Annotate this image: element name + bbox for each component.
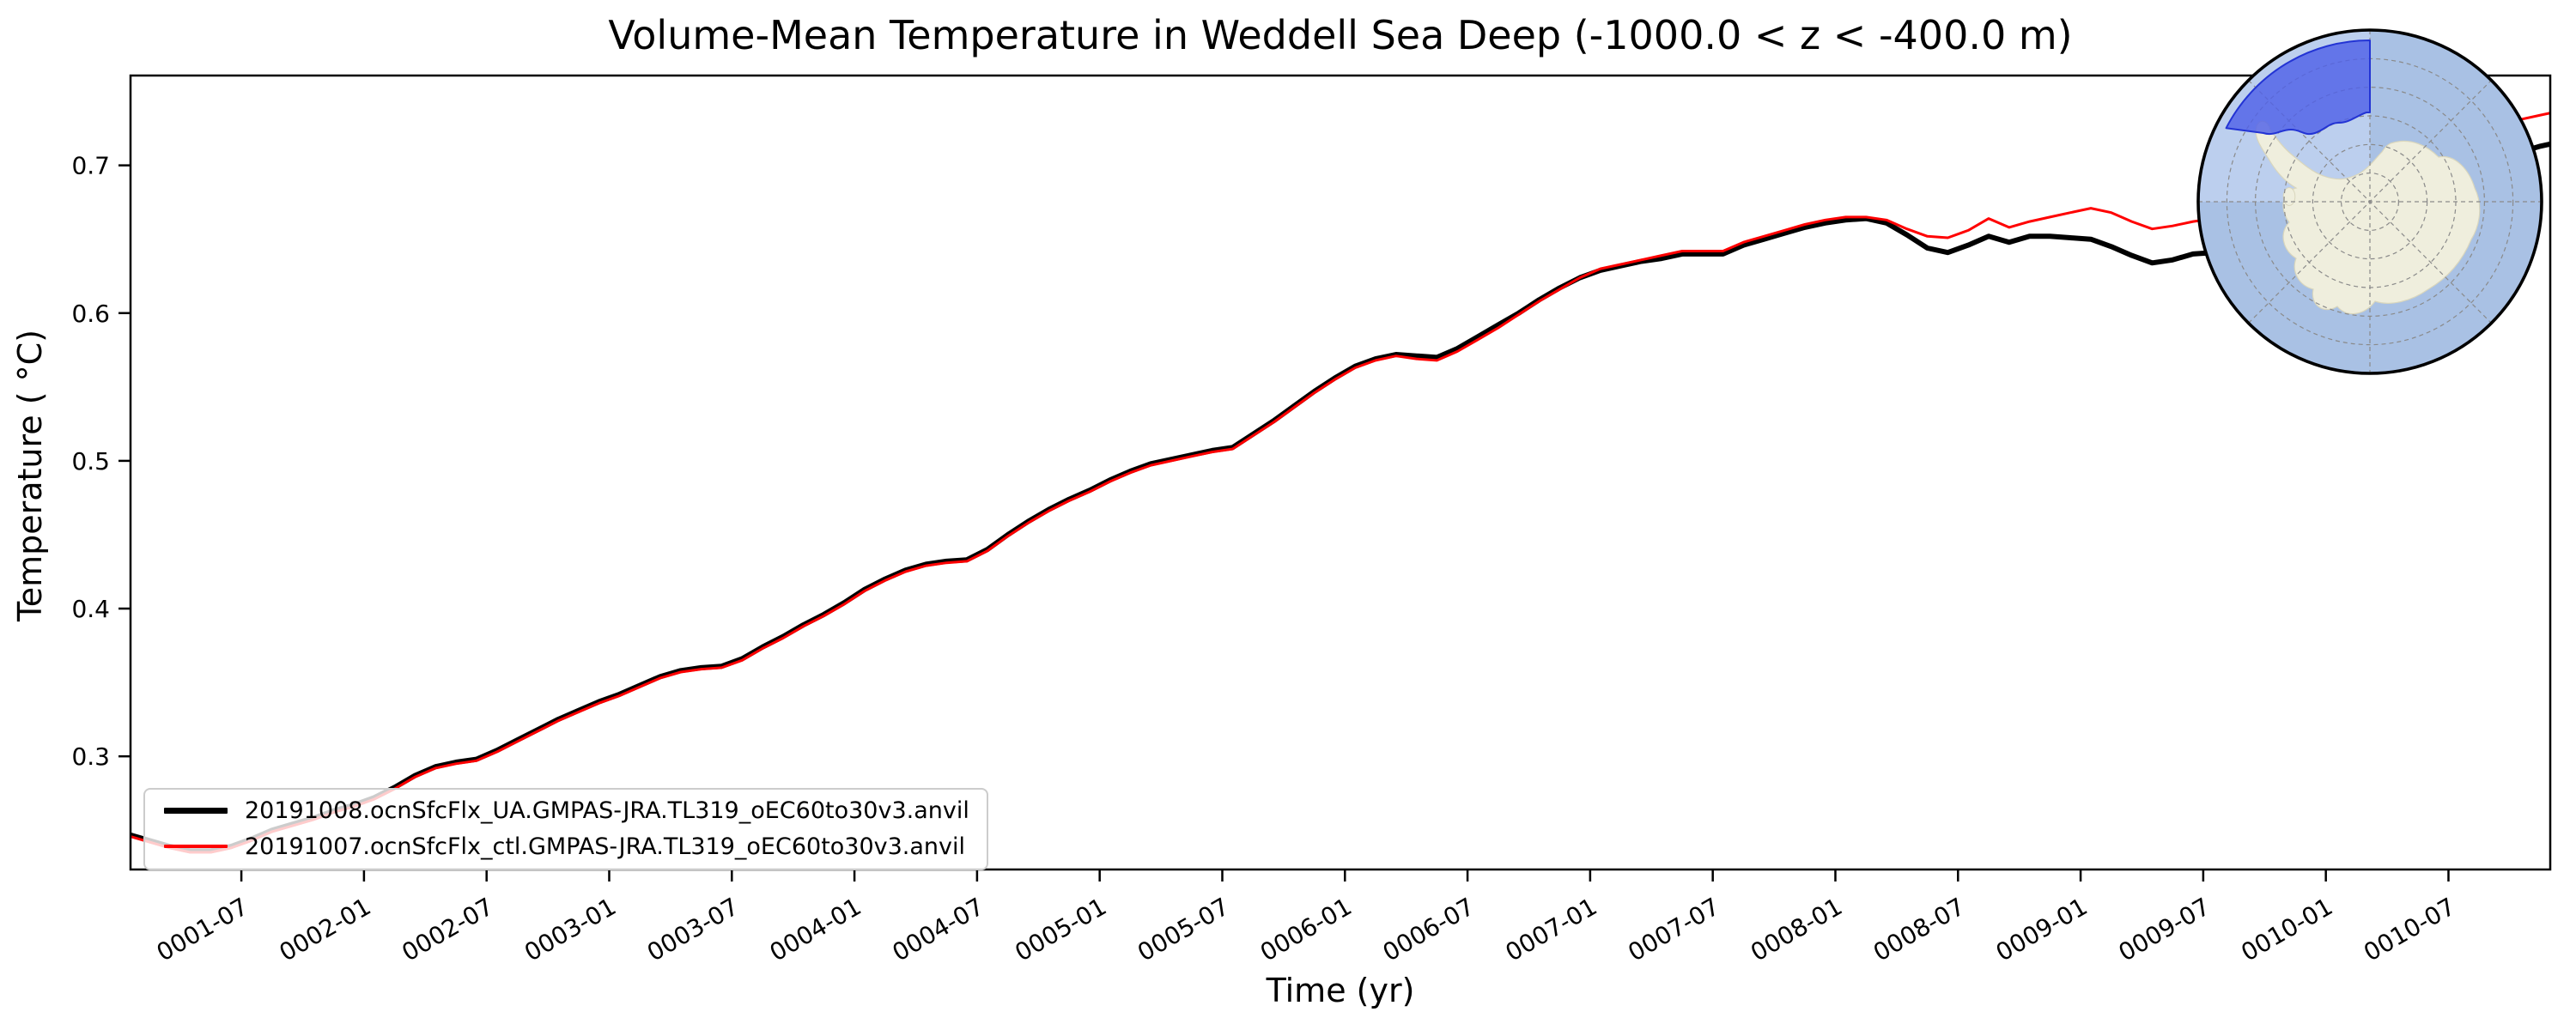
svg-text:0.7: 0.7 xyxy=(71,152,110,180)
svg-text:0006-01: 0006-01 xyxy=(1255,892,1357,966)
legend: 20191008.ocnSfcFlx_UA.GMPAS-JRA.TL319_oE… xyxy=(143,788,988,870)
inset-weddell-sea-region xyxy=(2225,39,2371,136)
legend-line-swatch-black xyxy=(164,807,228,814)
svg-text:0005-07: 0005-07 xyxy=(1133,892,1234,966)
svg-text:0005-01: 0005-01 xyxy=(1010,892,1111,966)
svg-text:0003-07: 0003-07 xyxy=(642,892,744,966)
svg-text:0.4: 0.4 xyxy=(71,595,110,623)
x-axis-label: Time (yr) xyxy=(1266,972,1415,1009)
legend-label: 20191008.ocnSfcFlx_UA.GMPAS-JRA.TL319_oE… xyxy=(245,797,969,824)
series-line-1 xyxy=(131,112,2550,854)
svg-text:0010-07: 0010-07 xyxy=(2359,892,2460,966)
legend-label: 20191007.ocnSfcFlx_ctl.GMPAS-JRA.TL319_o… xyxy=(245,833,966,860)
svg-text:0.3: 0.3 xyxy=(71,742,110,771)
svg-text:0008-01: 0008-01 xyxy=(1746,892,1847,966)
inset-island xyxy=(2282,187,2296,206)
legend-line-swatch-red xyxy=(164,845,228,848)
y-axis-ticks: 0.3 0.4 0.5 0.6 0.7 xyxy=(71,152,131,771)
x-axis-ticks: 0001-07 0002-01 0002-07 0003-01 0003-07 0004-… xyxy=(152,869,2460,967)
svg-text:0.5: 0.5 xyxy=(71,447,110,476)
svg-text:0004-07: 0004-07 xyxy=(888,892,989,966)
svg-text:0002-07: 0002-07 xyxy=(397,892,498,966)
svg-text:0006-07: 0006-07 xyxy=(1378,892,1479,966)
inset-antarctica-land xyxy=(2255,120,2481,315)
svg-text:0001-07: 0001-07 xyxy=(152,892,253,966)
svg-text:0004-01: 0004-01 xyxy=(765,892,866,966)
svg-text:0007-01: 0007-01 xyxy=(1501,892,1602,966)
series-line-0 xyxy=(131,141,2550,854)
svg-text:0007-07: 0007-07 xyxy=(1623,892,1724,966)
legend-item: 20191007.ocnSfcFlx_ctl.GMPAS-JRA.TL319_o… xyxy=(164,831,969,862)
series-lines xyxy=(131,112,2550,854)
svg-text:0009-01: 0009-01 xyxy=(1991,892,2093,966)
svg-text:0003-01: 0003-01 xyxy=(519,892,621,966)
antarctica-inset-map xyxy=(2196,28,2543,375)
svg-text:0009-07: 0009-07 xyxy=(2114,892,2215,966)
svg-text:0010-01: 0010-01 xyxy=(2236,892,2337,966)
svg-text:0008-07: 0008-07 xyxy=(1868,892,1970,966)
inset-border xyxy=(2196,28,2543,375)
svg-text:0002-01: 0002-01 xyxy=(275,892,376,966)
legend-item: 20191008.ocnSfcFlx_UA.GMPAS-JRA.TL319_oE… xyxy=(164,795,969,826)
svg-text:0.6: 0.6 xyxy=(71,300,110,328)
axes-spines xyxy=(129,74,2552,871)
chart-title: Volume-Mean Temperature in Weddell Sea D… xyxy=(608,12,2073,58)
